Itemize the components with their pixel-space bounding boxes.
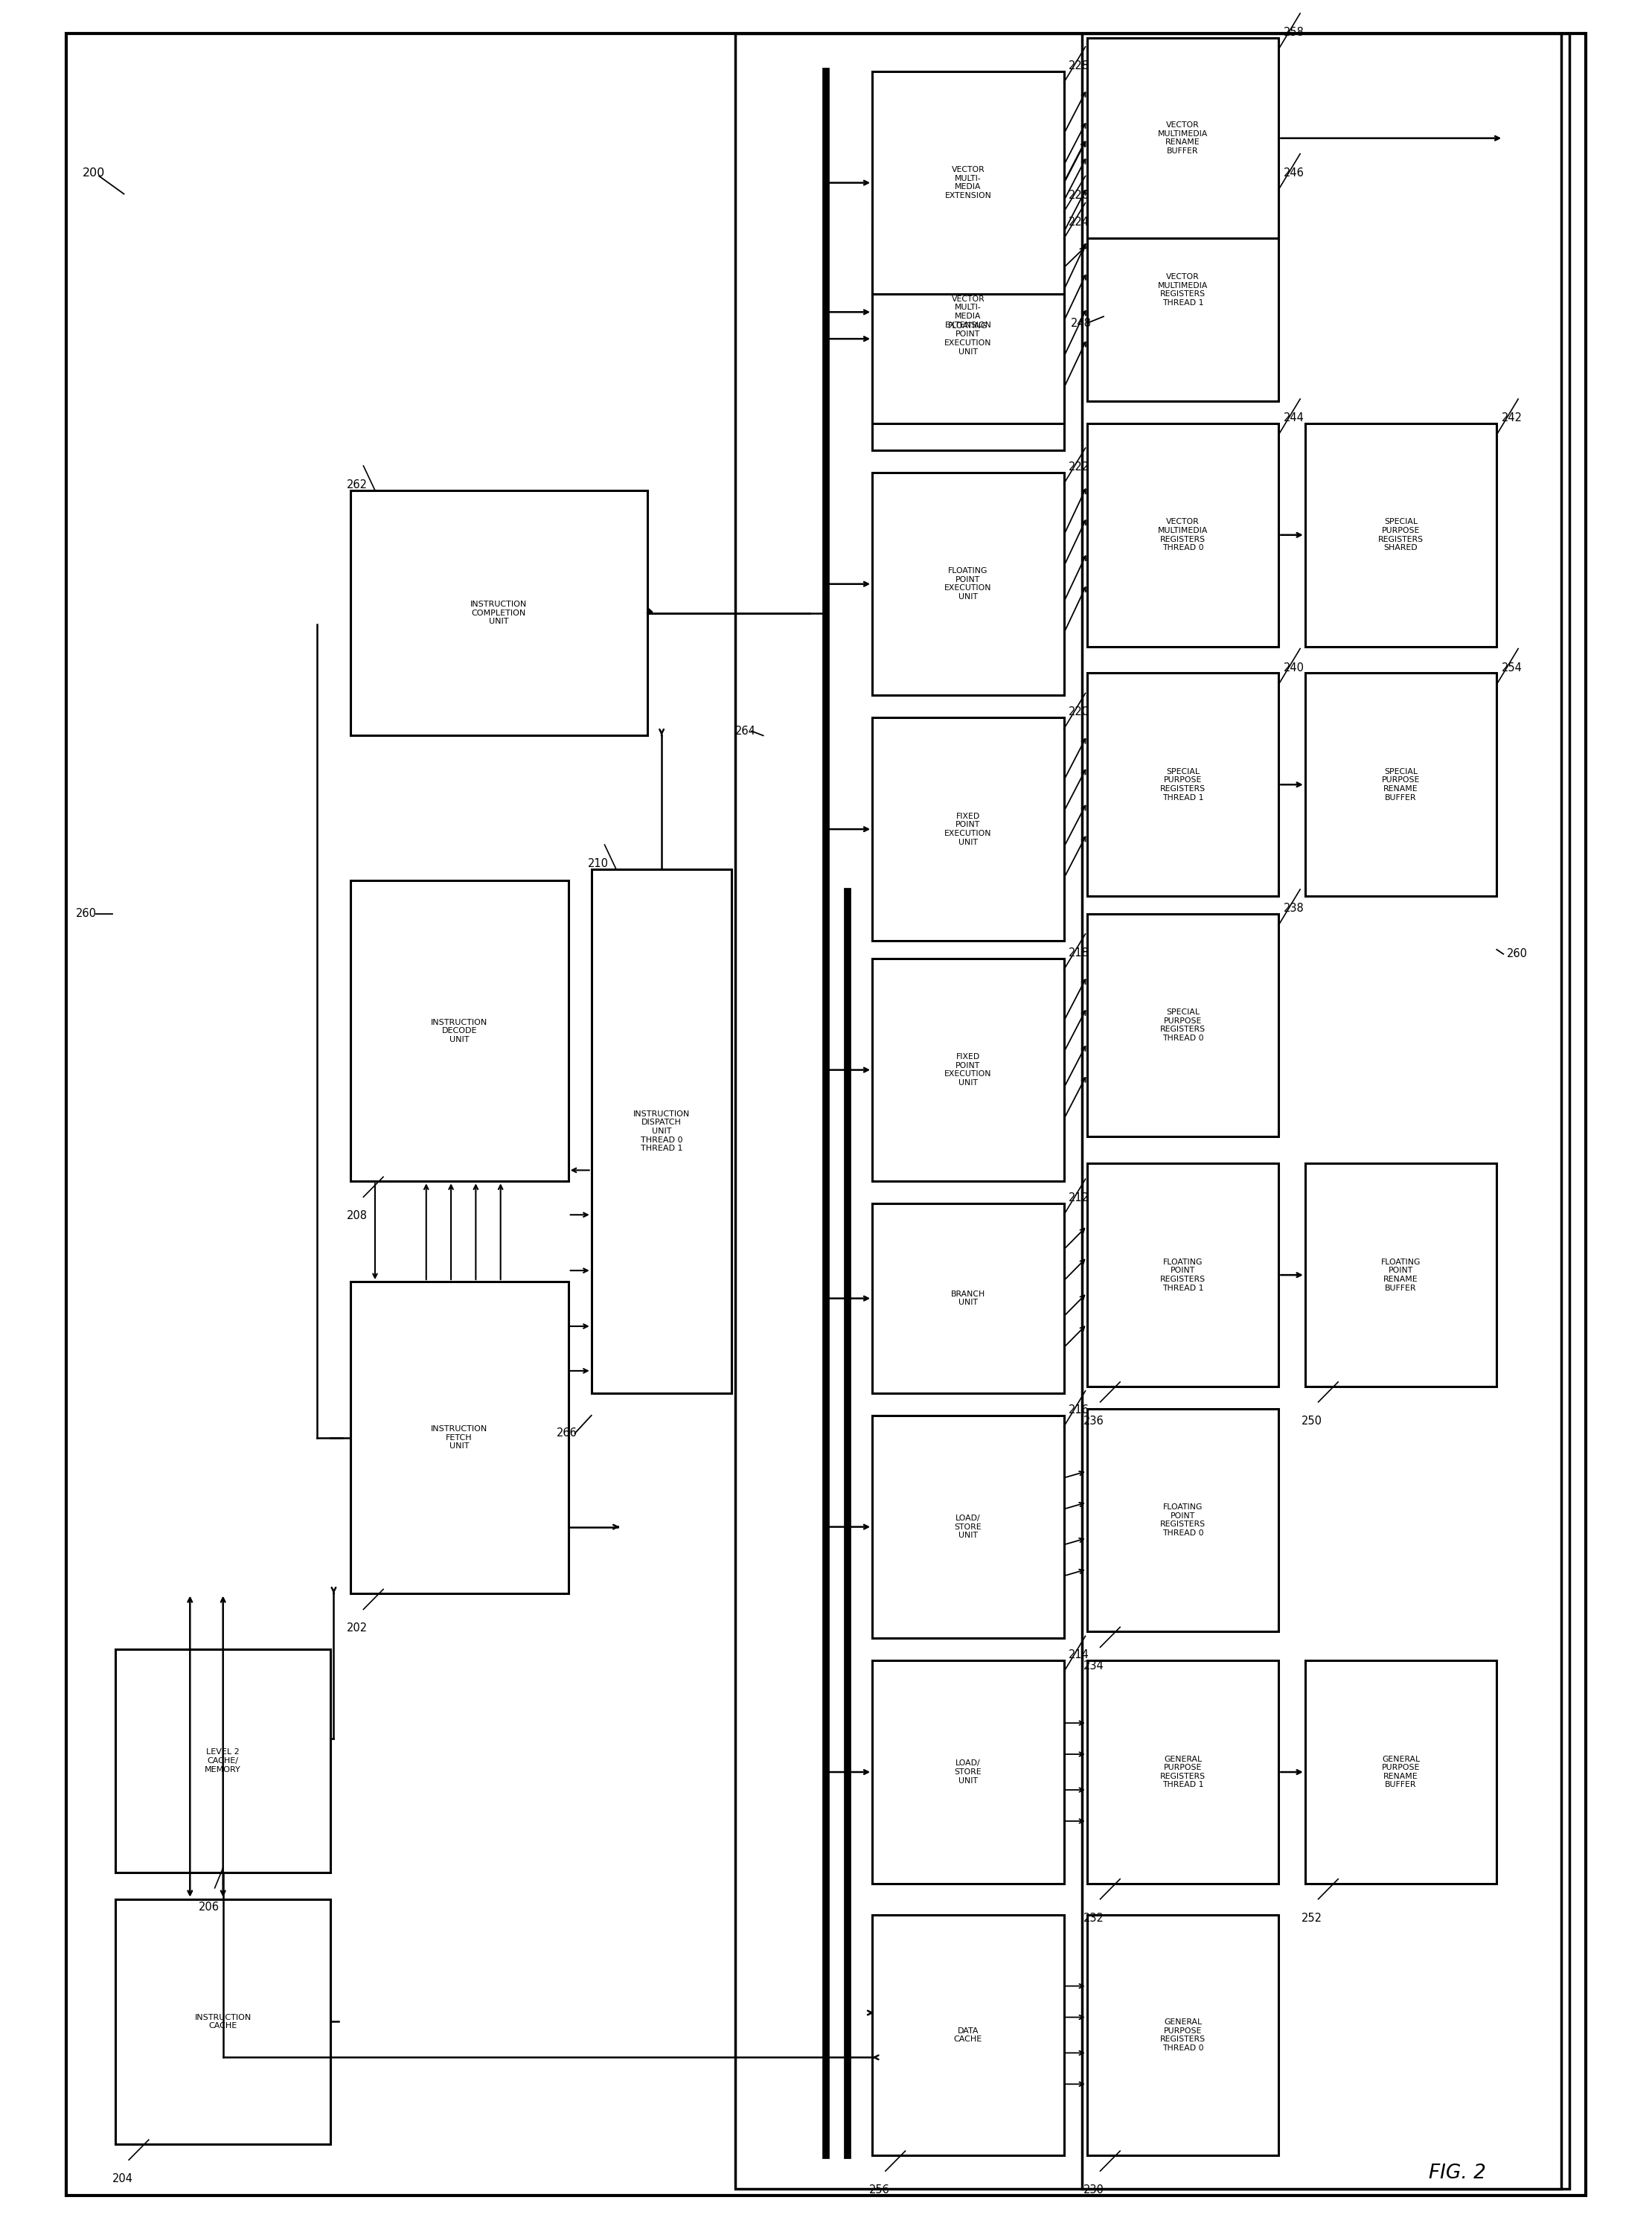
- Text: BRANCH
UNIT: BRANCH UNIT: [952, 1291, 985, 1306]
- FancyBboxPatch shape: [1087, 673, 1279, 896]
- Text: FIXED
POINT
EXECUTION
UNIT: FIXED POINT EXECUTION UNIT: [945, 1054, 991, 1086]
- Text: INSTRUCTION
DECODE
UNIT: INSTRUCTION DECODE UNIT: [431, 1019, 487, 1043]
- FancyBboxPatch shape: [1087, 178, 1279, 401]
- Text: VECTOR
MULTIMEDIA
REGISTERS
THREAD 1: VECTOR MULTIMEDIA REGISTERS THREAD 1: [1158, 274, 1208, 305]
- FancyBboxPatch shape: [350, 1282, 568, 1594]
- Text: FLOATING
POINT
EXECUTION
UNIT: FLOATING POINT EXECUTION UNIT: [945, 323, 991, 354]
- FancyBboxPatch shape: [350, 880, 568, 1181]
- Text: 254: 254: [1502, 662, 1523, 673]
- Text: 256: 256: [869, 2184, 890, 2196]
- FancyBboxPatch shape: [872, 958, 1064, 1181]
- FancyBboxPatch shape: [116, 1649, 330, 1872]
- FancyBboxPatch shape: [872, 473, 1064, 695]
- Text: GENERAL
PURPOSE
RENAME
BUFFER: GENERAL PURPOSE RENAME BUFFER: [1381, 1756, 1421, 1788]
- Text: DATA
CACHE: DATA CACHE: [953, 2026, 983, 2044]
- Text: FLOATING
POINT
REGISTERS
THREAD 1: FLOATING POINT REGISTERS THREAD 1: [1160, 1259, 1206, 1291]
- FancyBboxPatch shape: [1087, 1164, 1279, 1386]
- Text: 222: 222: [1069, 461, 1090, 473]
- FancyBboxPatch shape: [66, 33, 1586, 2196]
- FancyBboxPatch shape: [1305, 673, 1497, 896]
- Text: SPECIAL
PURPOSE
RENAME
BUFFER: SPECIAL PURPOSE RENAME BUFFER: [1381, 769, 1421, 800]
- Text: 234: 234: [1084, 1661, 1105, 1672]
- Text: LOAD/
STORE
UNIT: LOAD/ STORE UNIT: [955, 1513, 981, 1540]
- Text: 252: 252: [1302, 1912, 1323, 1924]
- Text: SPECIAL
PURPOSE
REGISTERS
SHARED: SPECIAL PURPOSE REGISTERS SHARED: [1378, 519, 1424, 551]
- Text: 212: 212: [1069, 1193, 1090, 1204]
- Text: 250: 250: [1302, 1415, 1323, 1427]
- Text: 232: 232: [1084, 1912, 1105, 1924]
- Text: 238: 238: [1284, 903, 1305, 914]
- Text: 264: 264: [735, 724, 757, 738]
- Text: 210: 210: [588, 858, 610, 869]
- FancyBboxPatch shape: [872, 227, 1064, 450]
- Text: VECTOR
MULTIMEDIA
RENAME
BUFFER: VECTOR MULTIMEDIA RENAME BUFFER: [1158, 123, 1208, 154]
- Text: 200: 200: [83, 167, 106, 178]
- FancyBboxPatch shape: [735, 33, 1569, 2189]
- Text: FIXED
POINT
EXECUTION
UNIT: FIXED POINT EXECUTION UNIT: [945, 814, 991, 845]
- Text: 204: 204: [112, 2173, 134, 2184]
- Text: 228: 228: [1069, 60, 1090, 71]
- Text: INSTRUCTION
DISPATCH
UNIT
THREAD 0
THREAD 1: INSTRUCTION DISPATCH UNIT THREAD 0 THREA…: [633, 1110, 691, 1152]
- Text: VECTOR
MULTI-
MEDIA
EXTENSION: VECTOR MULTI- MEDIA EXTENSION: [945, 296, 991, 328]
- Text: 242: 242: [1502, 412, 1523, 424]
- Text: 216: 216: [1069, 1404, 1090, 1415]
- Text: LOAD/
STORE
UNIT: LOAD/ STORE UNIT: [955, 1759, 981, 1785]
- Text: 218: 218: [1069, 947, 1090, 958]
- Text: 258: 258: [1284, 27, 1305, 38]
- Text: 202: 202: [347, 1623, 368, 1634]
- FancyBboxPatch shape: [116, 1899, 330, 2144]
- FancyBboxPatch shape: [872, 1915, 1064, 2155]
- Text: 226: 226: [1069, 189, 1090, 201]
- FancyBboxPatch shape: [1087, 1409, 1279, 1632]
- Text: 260: 260: [76, 907, 97, 921]
- Text: SPECIAL
PURPOSE
REGISTERS
THREAD 0: SPECIAL PURPOSE REGISTERS THREAD 0: [1160, 1010, 1206, 1041]
- FancyBboxPatch shape: [1305, 1661, 1497, 1884]
- Text: 206: 206: [198, 1901, 220, 1912]
- Text: GENERAL
PURPOSE
REGISTERS
THREAD 0: GENERAL PURPOSE REGISTERS THREAD 0: [1160, 2019, 1206, 2051]
- FancyBboxPatch shape: [1305, 1164, 1497, 1386]
- Text: VECTOR
MULTI-
MEDIA
EXTENSION: VECTOR MULTI- MEDIA EXTENSION: [945, 167, 991, 198]
- Text: 236: 236: [1084, 1415, 1105, 1427]
- FancyBboxPatch shape: [1087, 424, 1279, 646]
- Text: 266: 266: [557, 1427, 578, 1440]
- Text: INSTRUCTION
CACHE: INSTRUCTION CACHE: [195, 2013, 251, 2031]
- Text: 260: 260: [1507, 947, 1528, 961]
- Text: FLOATING
POINT
RENAME
BUFFER: FLOATING POINT RENAME BUFFER: [1381, 1259, 1421, 1291]
- Text: 246: 246: [1284, 167, 1305, 178]
- FancyBboxPatch shape: [350, 490, 648, 736]
- FancyBboxPatch shape: [1087, 1915, 1279, 2155]
- Text: VECTOR
MULTIMEDIA
REGISTERS
THREAD 0: VECTOR MULTIMEDIA REGISTERS THREAD 0: [1158, 519, 1208, 551]
- FancyBboxPatch shape: [872, 1204, 1064, 1393]
- Text: 262: 262: [347, 479, 368, 490]
- FancyBboxPatch shape: [872, 71, 1064, 294]
- FancyBboxPatch shape: [1087, 914, 1279, 1137]
- Text: GENERAL
PURPOSE
REGISTERS
THREAD 1: GENERAL PURPOSE REGISTERS THREAD 1: [1160, 1756, 1206, 1788]
- Text: 240: 240: [1284, 662, 1305, 673]
- Text: FLOATING
POINT
REGISTERS
THREAD 0: FLOATING POINT REGISTERS THREAD 0: [1160, 1505, 1206, 1536]
- Text: INSTRUCTION
COMPLETION
UNIT: INSTRUCTION COMPLETION UNIT: [471, 600, 527, 626]
- FancyBboxPatch shape: [1305, 424, 1497, 646]
- FancyBboxPatch shape: [872, 1661, 1064, 1884]
- FancyBboxPatch shape: [1087, 1661, 1279, 1884]
- Text: LEVEL 2
CACHE/
MEMORY: LEVEL 2 CACHE/ MEMORY: [205, 1748, 241, 1774]
- Text: FIG. 2: FIG. 2: [1429, 2164, 1487, 2182]
- Text: 230: 230: [1084, 2184, 1105, 2196]
- Text: 208: 208: [347, 1210, 368, 1221]
- Text: 244: 244: [1284, 412, 1305, 424]
- FancyBboxPatch shape: [1082, 33, 1561, 2189]
- Text: 220: 220: [1069, 707, 1090, 718]
- Text: INSTRUCTION
FETCH
UNIT: INSTRUCTION FETCH UNIT: [431, 1424, 487, 1451]
- Text: SPECIAL
PURPOSE
REGISTERS
THREAD 1: SPECIAL PURPOSE REGISTERS THREAD 1: [1160, 769, 1206, 800]
- Text: 248: 248: [1070, 317, 1092, 330]
- FancyBboxPatch shape: [1087, 38, 1279, 239]
- FancyBboxPatch shape: [872, 718, 1064, 941]
- FancyBboxPatch shape: [591, 869, 732, 1393]
- Text: 214: 214: [1069, 1649, 1090, 1661]
- Text: FLOATING
POINT
EXECUTION
UNIT: FLOATING POINT EXECUTION UNIT: [945, 568, 991, 600]
- FancyBboxPatch shape: [872, 201, 1064, 424]
- Text: 224: 224: [1069, 216, 1090, 227]
- FancyBboxPatch shape: [872, 1415, 1064, 1638]
